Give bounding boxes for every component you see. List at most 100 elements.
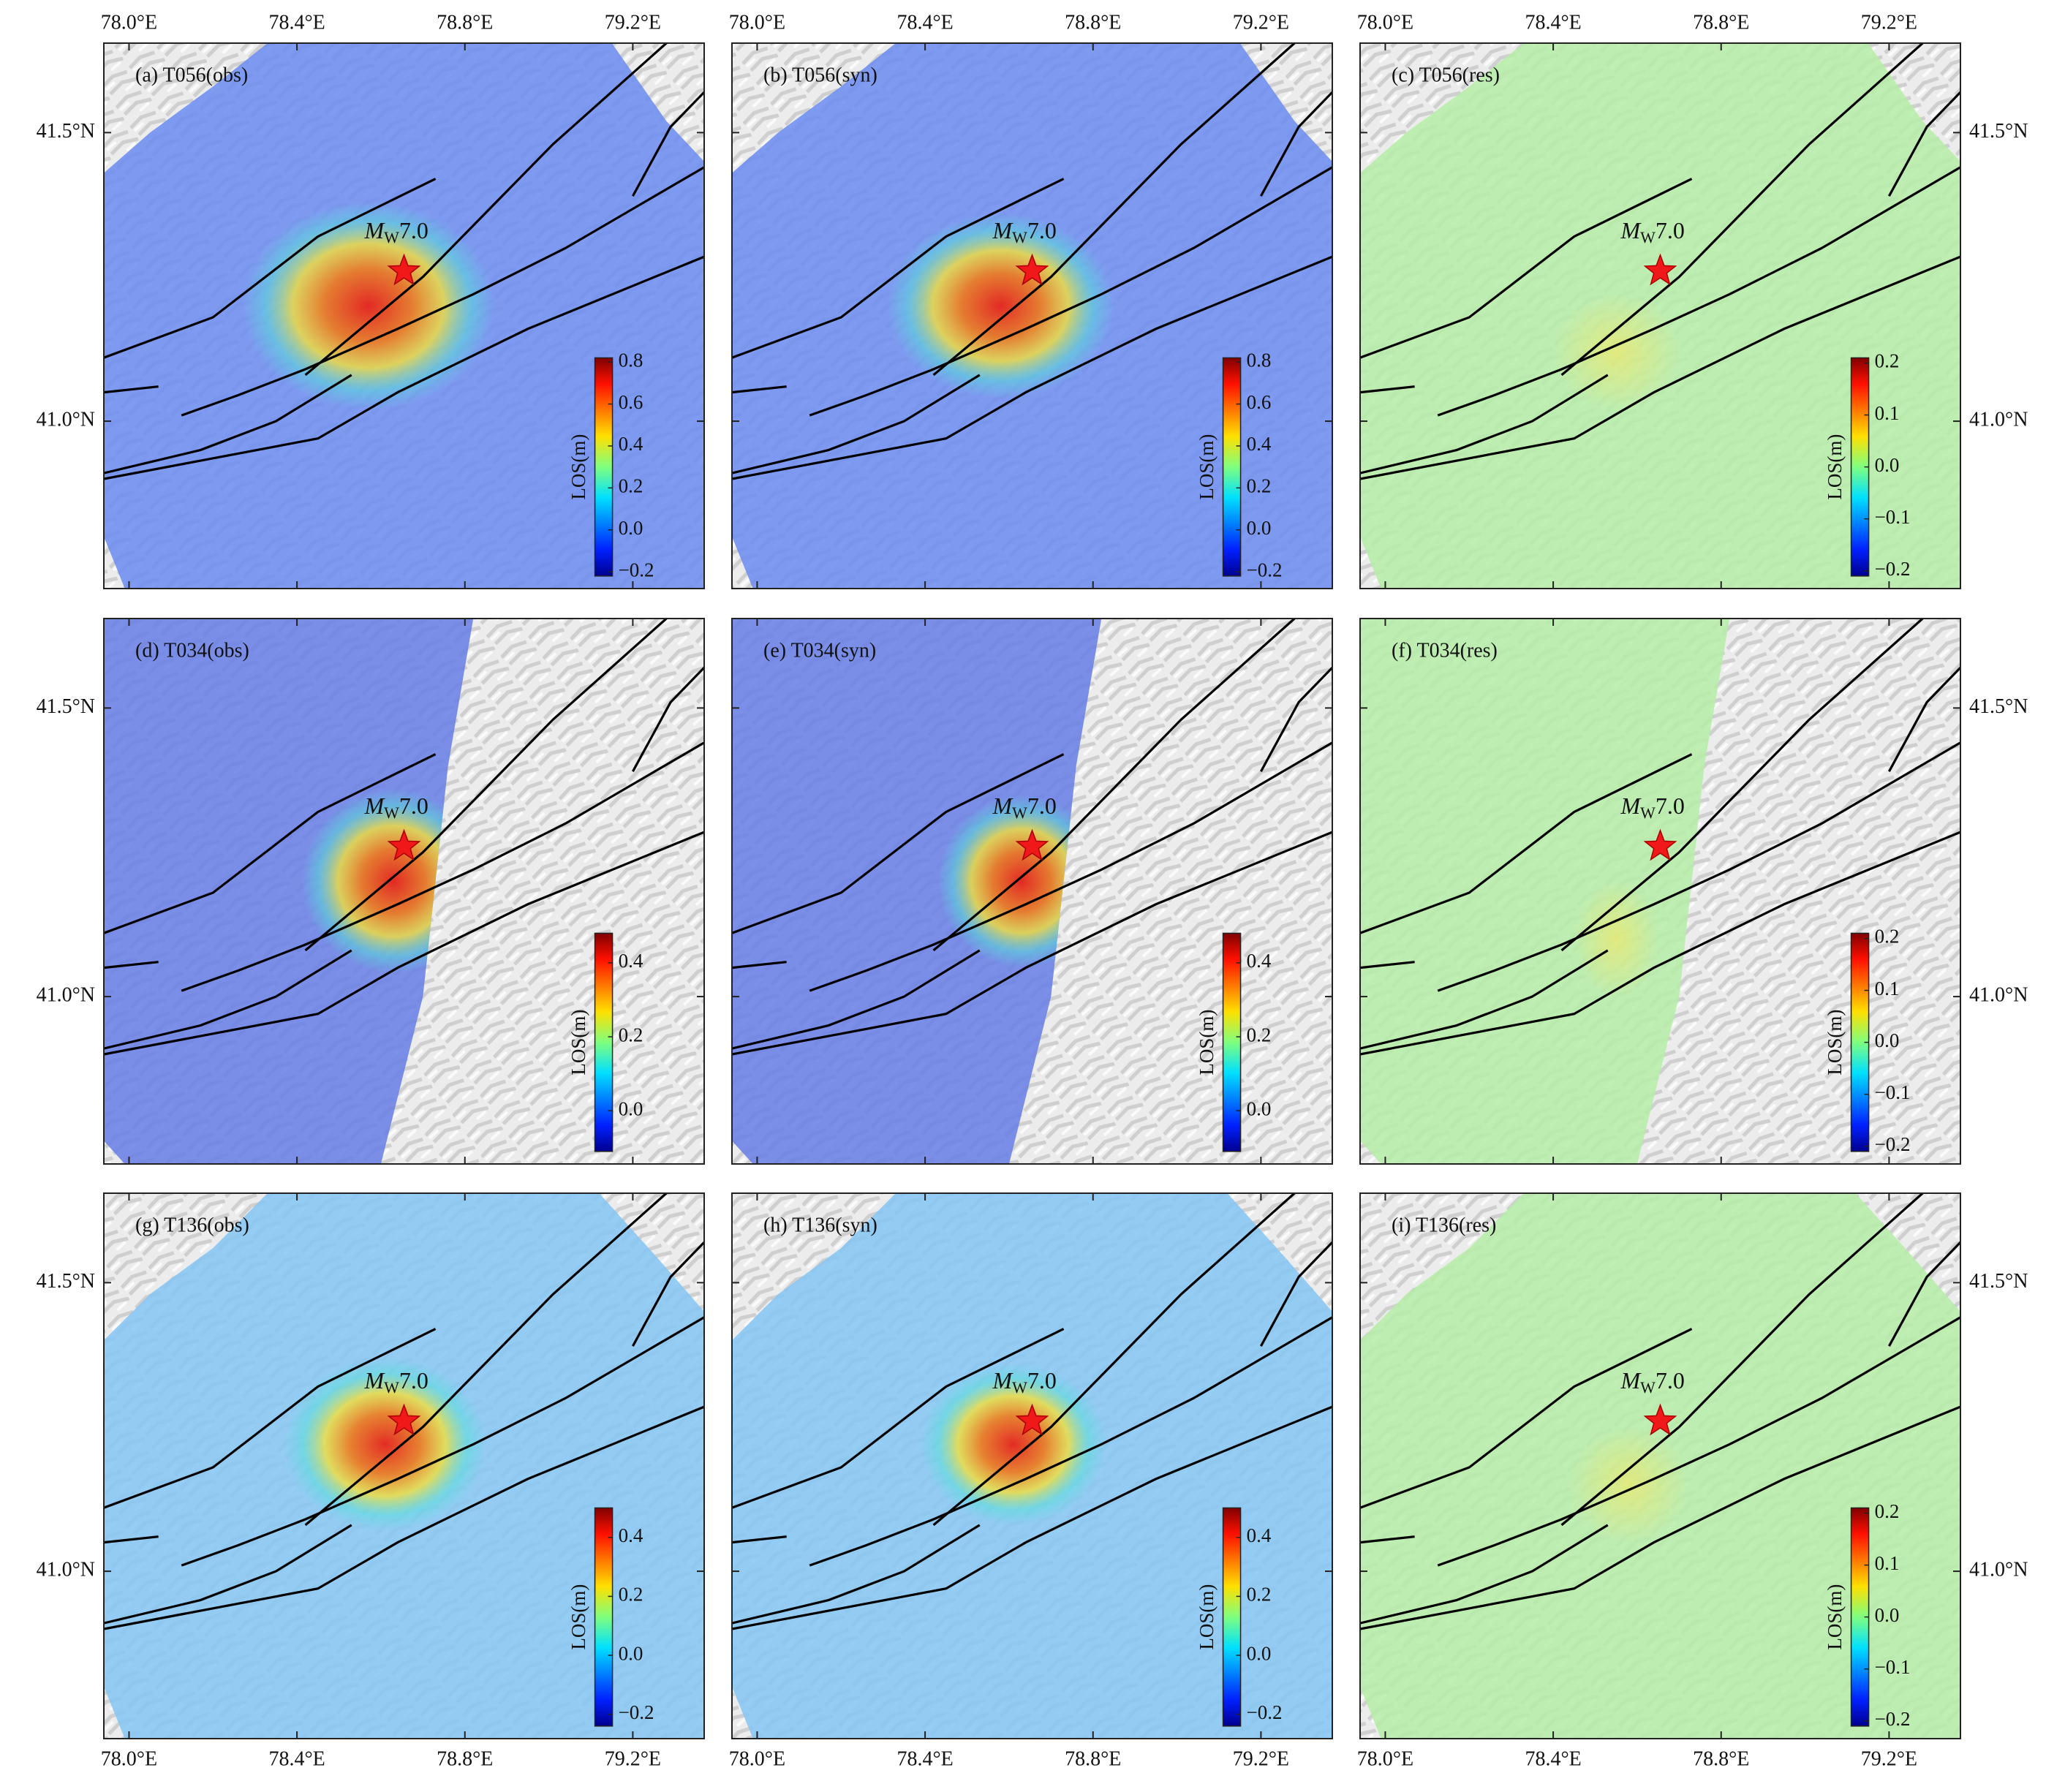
epicenter-star xyxy=(387,253,421,286)
fault-trace xyxy=(732,374,981,475)
colorbar xyxy=(1222,357,1242,577)
panel-label: (a) T056(obs) xyxy=(135,64,248,86)
magnitude-label: MW7.0 xyxy=(992,1367,1057,1396)
magnitude-value: 7.0 xyxy=(399,217,429,243)
colorbar-tick-label: 0.2 xyxy=(1247,1584,1272,1606)
panel-label: (e) T034(syn) xyxy=(763,639,876,662)
colorbar-tick-label: −0.2 xyxy=(1247,559,1283,581)
fault-trace xyxy=(732,753,1065,934)
colorbar-label: LOS(m) xyxy=(567,1584,589,1650)
y-tick-label: 41.0°N xyxy=(1969,1558,2028,1581)
magnitude-symbol: M xyxy=(364,217,386,243)
colorbar-tick-label: 0.2 xyxy=(619,475,643,497)
fault-trace xyxy=(732,1328,1065,1509)
magnitude-subscript: W xyxy=(1640,228,1656,246)
colorbar-label: LOS(m) xyxy=(1824,434,1846,500)
colorbar-tick-label: 0.6 xyxy=(619,391,643,413)
x-tick-label: 79.2°E xyxy=(1233,11,1289,34)
map-panel: (i) T136(res) MW7.0 −0.2 −0.1 0.0 0.1 0.2 LOS(m… xyxy=(1359,1192,1961,1739)
fault-trace xyxy=(104,255,704,480)
epicenter-star xyxy=(1015,1403,1049,1436)
fault-trace xyxy=(104,949,352,1050)
x-tick-label: 79.2°E xyxy=(1861,1747,1917,1770)
colorbar-tick-label: 0.8 xyxy=(1247,349,1272,371)
fault-trace xyxy=(1360,374,1609,475)
colorbar-tick-label: 0.0 xyxy=(619,1642,643,1664)
faults xyxy=(104,1193,704,1630)
fault-trace xyxy=(1437,741,1960,992)
fault-trace xyxy=(732,385,787,394)
y-tick-label: 41.5°N xyxy=(1969,1270,2028,1293)
fault-trace xyxy=(1360,255,1960,480)
faults xyxy=(104,43,704,480)
fault-trace xyxy=(1560,1193,1924,1527)
x-tick-label: 78.4°E xyxy=(268,11,325,34)
fault-trace xyxy=(1437,166,1960,417)
panel-frame xyxy=(731,618,1333,1165)
faults xyxy=(1360,619,1960,1056)
magnitude-symbol: M xyxy=(992,217,1014,243)
fault-trace xyxy=(1360,949,1609,1050)
colorbar-tick-label: 0.4 xyxy=(1247,950,1272,972)
deformation-lobe xyxy=(887,213,1114,398)
epicenter-star xyxy=(1643,253,1677,286)
map-panel: (b) T056(syn) MW7.0 −0.2 0.0 0.2 0.4 0.6 0.8 LOS… xyxy=(731,42,1333,589)
fault-trace xyxy=(1560,619,1924,952)
epicenter-star xyxy=(1015,828,1049,861)
colorbar-tick-label: 0.1 xyxy=(1875,978,1900,999)
magnitude-label: MW7.0 xyxy=(364,217,429,246)
panel-label: (g) T136(obs) xyxy=(135,1214,249,1236)
y-tick-label: 41.0°N xyxy=(1969,983,2028,1006)
map-panel: (f) T034(res) MW7.0 −0.2 −0.1 0.0 0.1 0.2 LOS(m… xyxy=(1359,618,1961,1165)
colorbar-tick-label: 0.4 xyxy=(619,1524,643,1546)
colorbar xyxy=(1222,932,1242,1152)
colorbar-tick-label: 0.4 xyxy=(1247,433,1272,455)
fault-trace xyxy=(104,178,437,359)
fault-trace xyxy=(809,741,1332,992)
panel-label: (h) T136(syn) xyxy=(763,1214,877,1236)
magnitude-subscript: W xyxy=(384,228,399,246)
colorbar-tick-label: 0.2 xyxy=(1875,926,1900,948)
colorbar xyxy=(594,932,614,1152)
x-tick-label: 78.4°E xyxy=(896,1747,953,1770)
x-tick-label: 78.4°E xyxy=(268,1747,325,1770)
fault-trace xyxy=(1360,1405,1960,1630)
magnitude-subscript: W xyxy=(1640,804,1656,822)
colorbar-tick-label: 0.0 xyxy=(1247,517,1272,539)
colorbar-label: LOS(m) xyxy=(1196,434,1218,500)
deformation-lobe xyxy=(1553,294,1680,410)
deformation-lobe xyxy=(1574,881,1658,997)
deformation-lobe xyxy=(284,1357,486,1531)
colorbar-tick-label: 0.2 xyxy=(619,1584,643,1606)
magnitude-subscript: W xyxy=(1640,1378,1656,1396)
fault-trace xyxy=(104,961,159,969)
magnitude-symbol: M xyxy=(364,1367,386,1394)
epicenter-star xyxy=(387,1403,421,1436)
panel-frame xyxy=(731,42,1333,589)
magnitude-value: 7.0 xyxy=(1656,217,1685,243)
faults xyxy=(1360,43,1960,480)
fault-trace xyxy=(1259,91,1332,197)
colorbar-tick-label: −0.1 xyxy=(1875,1656,1911,1678)
y-tick-label: 41.5°N xyxy=(37,1270,95,1293)
colorbar-tick-label: 0.0 xyxy=(619,1097,643,1119)
fault-trace xyxy=(104,1405,704,1630)
colorbar-tick-label: 0.2 xyxy=(1247,1024,1272,1046)
epicenter-star xyxy=(1015,253,1049,286)
magnitude-subscript: W xyxy=(384,1378,399,1396)
faults xyxy=(732,43,1332,480)
colorbar-tick-label: −0.1 xyxy=(1875,1081,1911,1103)
magnitude-label: MW7.0 xyxy=(992,793,1057,822)
colorbar-tick-label: 0.0 xyxy=(619,517,643,539)
x-tick-label: 78.0°E xyxy=(729,1747,785,1770)
fault-trace xyxy=(1887,91,1960,197)
y-tick-label: 41.5°N xyxy=(37,120,95,143)
magnitude-label: MW7.0 xyxy=(364,793,429,822)
colorbar xyxy=(594,357,614,577)
map-panel: (c) T056(res) MW7.0 −0.2 −0.1 0.0 0.1 0.2 LOS(m… xyxy=(1359,42,1961,589)
magnitude-label: MW7.0 xyxy=(364,1367,429,1396)
magnitude-value: 7.0 xyxy=(1027,1367,1057,1394)
fault-trace xyxy=(809,166,1332,417)
panel-label: (c) T056(res) xyxy=(1392,64,1500,86)
fault-trace xyxy=(1360,831,1960,1056)
